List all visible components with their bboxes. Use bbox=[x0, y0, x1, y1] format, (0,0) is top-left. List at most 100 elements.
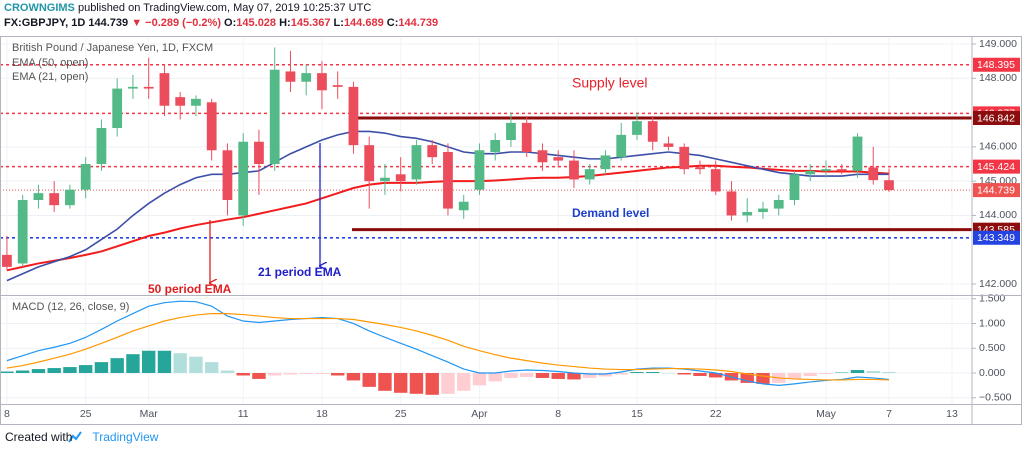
histogram-bar bbox=[740, 373, 754, 383]
candle-body bbox=[490, 140, 501, 153]
histogram-bar bbox=[189, 356, 203, 374]
histogram-bar bbox=[709, 373, 723, 378]
x-tick-label: May bbox=[816, 408, 837, 420]
annotation: 50 period EMA bbox=[148, 282, 232, 296]
y-tick-label: 1.000 bbox=[979, 317, 1005, 329]
histogram-bar bbox=[157, 350, 172, 374]
histogram-bar bbox=[819, 373, 833, 374]
level-label-bg bbox=[973, 183, 1020, 198]
level-label: 146.842 bbox=[977, 112, 1015, 124]
candle-body bbox=[616, 134, 627, 158]
header-line: CROWNGIMS published on TradingView.com, … bbox=[4, 1, 438, 16]
candle-body bbox=[301, 73, 312, 82]
y-tick-label: 149.000 bbox=[979, 38, 1017, 50]
histogram-bar bbox=[866, 371, 880, 374]
line-series bbox=[6, 300, 890, 386]
histogram-bar bbox=[205, 362, 219, 374]
header: CROWNGIMS published on TradingView.com, … bbox=[4, 1, 438, 31]
candle-body bbox=[33, 193, 44, 201]
histogram-bar bbox=[614, 373, 628, 375]
histogram-bar bbox=[677, 373, 691, 375]
candle-body bbox=[65, 189, 75, 206]
candle-body bbox=[836, 169, 847, 171]
histogram-bar bbox=[94, 362, 109, 374]
histogram-bar bbox=[551, 373, 565, 379]
level-label: 143.349 bbox=[977, 232, 1015, 244]
header-line: FX:GBPJPY, 1D 144.739 ▼ −0.289 (−0.2%) O… bbox=[4, 16, 438, 31]
histogram-bar bbox=[331, 373, 345, 376]
x-tick-label: Mar bbox=[140, 408, 159, 420]
x-tick-label: Apr bbox=[471, 408, 488, 420]
publisher: CROWNGIMS bbox=[4, 2, 75, 14]
histogram-bar bbox=[567, 373, 581, 380]
histogram-bar bbox=[409, 373, 424, 394]
footer-text: Created with bbox=[5, 430, 73, 444]
histogram-bar bbox=[299, 373, 313, 374]
x-tick-label: 7 bbox=[886, 408, 892, 420]
candle-body bbox=[395, 174, 406, 182]
level-label: 148.395 bbox=[977, 59, 1015, 71]
histogram-bar bbox=[126, 354, 140, 374]
candle-body bbox=[632, 121, 642, 135]
ohlc-label: H: bbox=[279, 17, 291, 29]
ohlc-label: L: bbox=[333, 17, 344, 29]
candle-body bbox=[647, 121, 658, 142]
histogram-bar bbox=[63, 367, 77, 374]
candle-body bbox=[663, 143, 674, 147]
price-axis-bg bbox=[972, 36, 1024, 406]
y-tick-label: 142.000 bbox=[979, 278, 1017, 290]
histogram-bar bbox=[220, 370, 235, 374]
histogram-bar bbox=[315, 373, 329, 374]
annotation: Supply level bbox=[572, 75, 648, 91]
histogram-bar bbox=[803, 373, 817, 376]
x-tick-label: 13 bbox=[946, 408, 958, 420]
histogram-bar bbox=[15, 370, 30, 374]
histogram-bar bbox=[472, 373, 487, 386]
candle-body bbox=[553, 157, 564, 161]
candle-body bbox=[411, 145, 422, 180]
histogram-bar bbox=[78, 365, 93, 374]
candle-body bbox=[537, 150, 548, 163]
histogram-bar bbox=[661, 373, 676, 374]
histogram-bar bbox=[173, 353, 187, 374]
plot-layer bbox=[0, 47, 896, 395]
level-label-bg bbox=[973, 230, 1020, 245]
footer: Created with TradingView bbox=[5, 430, 158, 444]
candle-body bbox=[269, 69, 280, 165]
annotation: Demand level bbox=[572, 206, 649, 220]
candle-body bbox=[380, 177, 390, 182]
candle-body bbox=[884, 180, 894, 191]
histogram-bar bbox=[47, 368, 61, 374]
chart-title: British Pound / Japanese Yen, 1D, FXCM bbox=[12, 42, 213, 54]
candle-body bbox=[600, 155, 611, 170]
histogram-bar bbox=[520, 373, 534, 377]
candle-body bbox=[17, 200, 28, 264]
candle-body bbox=[159, 73, 170, 106]
histogram-bar bbox=[598, 373, 613, 377]
y-tick-label: 1.500 bbox=[979, 293, 1005, 305]
histogram-bar bbox=[252, 373, 266, 379]
ohlc-value: 145.028 bbox=[236, 17, 277, 29]
x-tick-label: 22 bbox=[710, 408, 722, 420]
level-label: 145.424 bbox=[977, 161, 1015, 173]
candle-body bbox=[222, 150, 233, 201]
y-tick-label: 0.500 bbox=[979, 342, 1005, 354]
candle-body bbox=[206, 102, 217, 151]
candle-body bbox=[317, 73, 327, 91]
x-tick-label: 8 bbox=[555, 408, 561, 420]
ohlc-label: O: bbox=[224, 17, 237, 29]
level-label-bg bbox=[973, 57, 1020, 72]
x-tick-label: 8 bbox=[4, 408, 10, 420]
histogram-bar bbox=[835, 372, 849, 374]
candle-body bbox=[805, 170, 816, 175]
histogram-bar bbox=[693, 373, 707, 376]
candle-body bbox=[458, 201, 469, 211]
change: ▼ −0.289 (−0.2%) bbox=[131, 17, 221, 29]
histogram-bar bbox=[882, 372, 896, 374]
x-tick-label: 11 bbox=[238, 408, 249, 420]
histogram-bar bbox=[850, 370, 865, 374]
footer-brand: TradingView bbox=[92, 430, 159, 444]
histogram-bar bbox=[457, 373, 471, 391]
